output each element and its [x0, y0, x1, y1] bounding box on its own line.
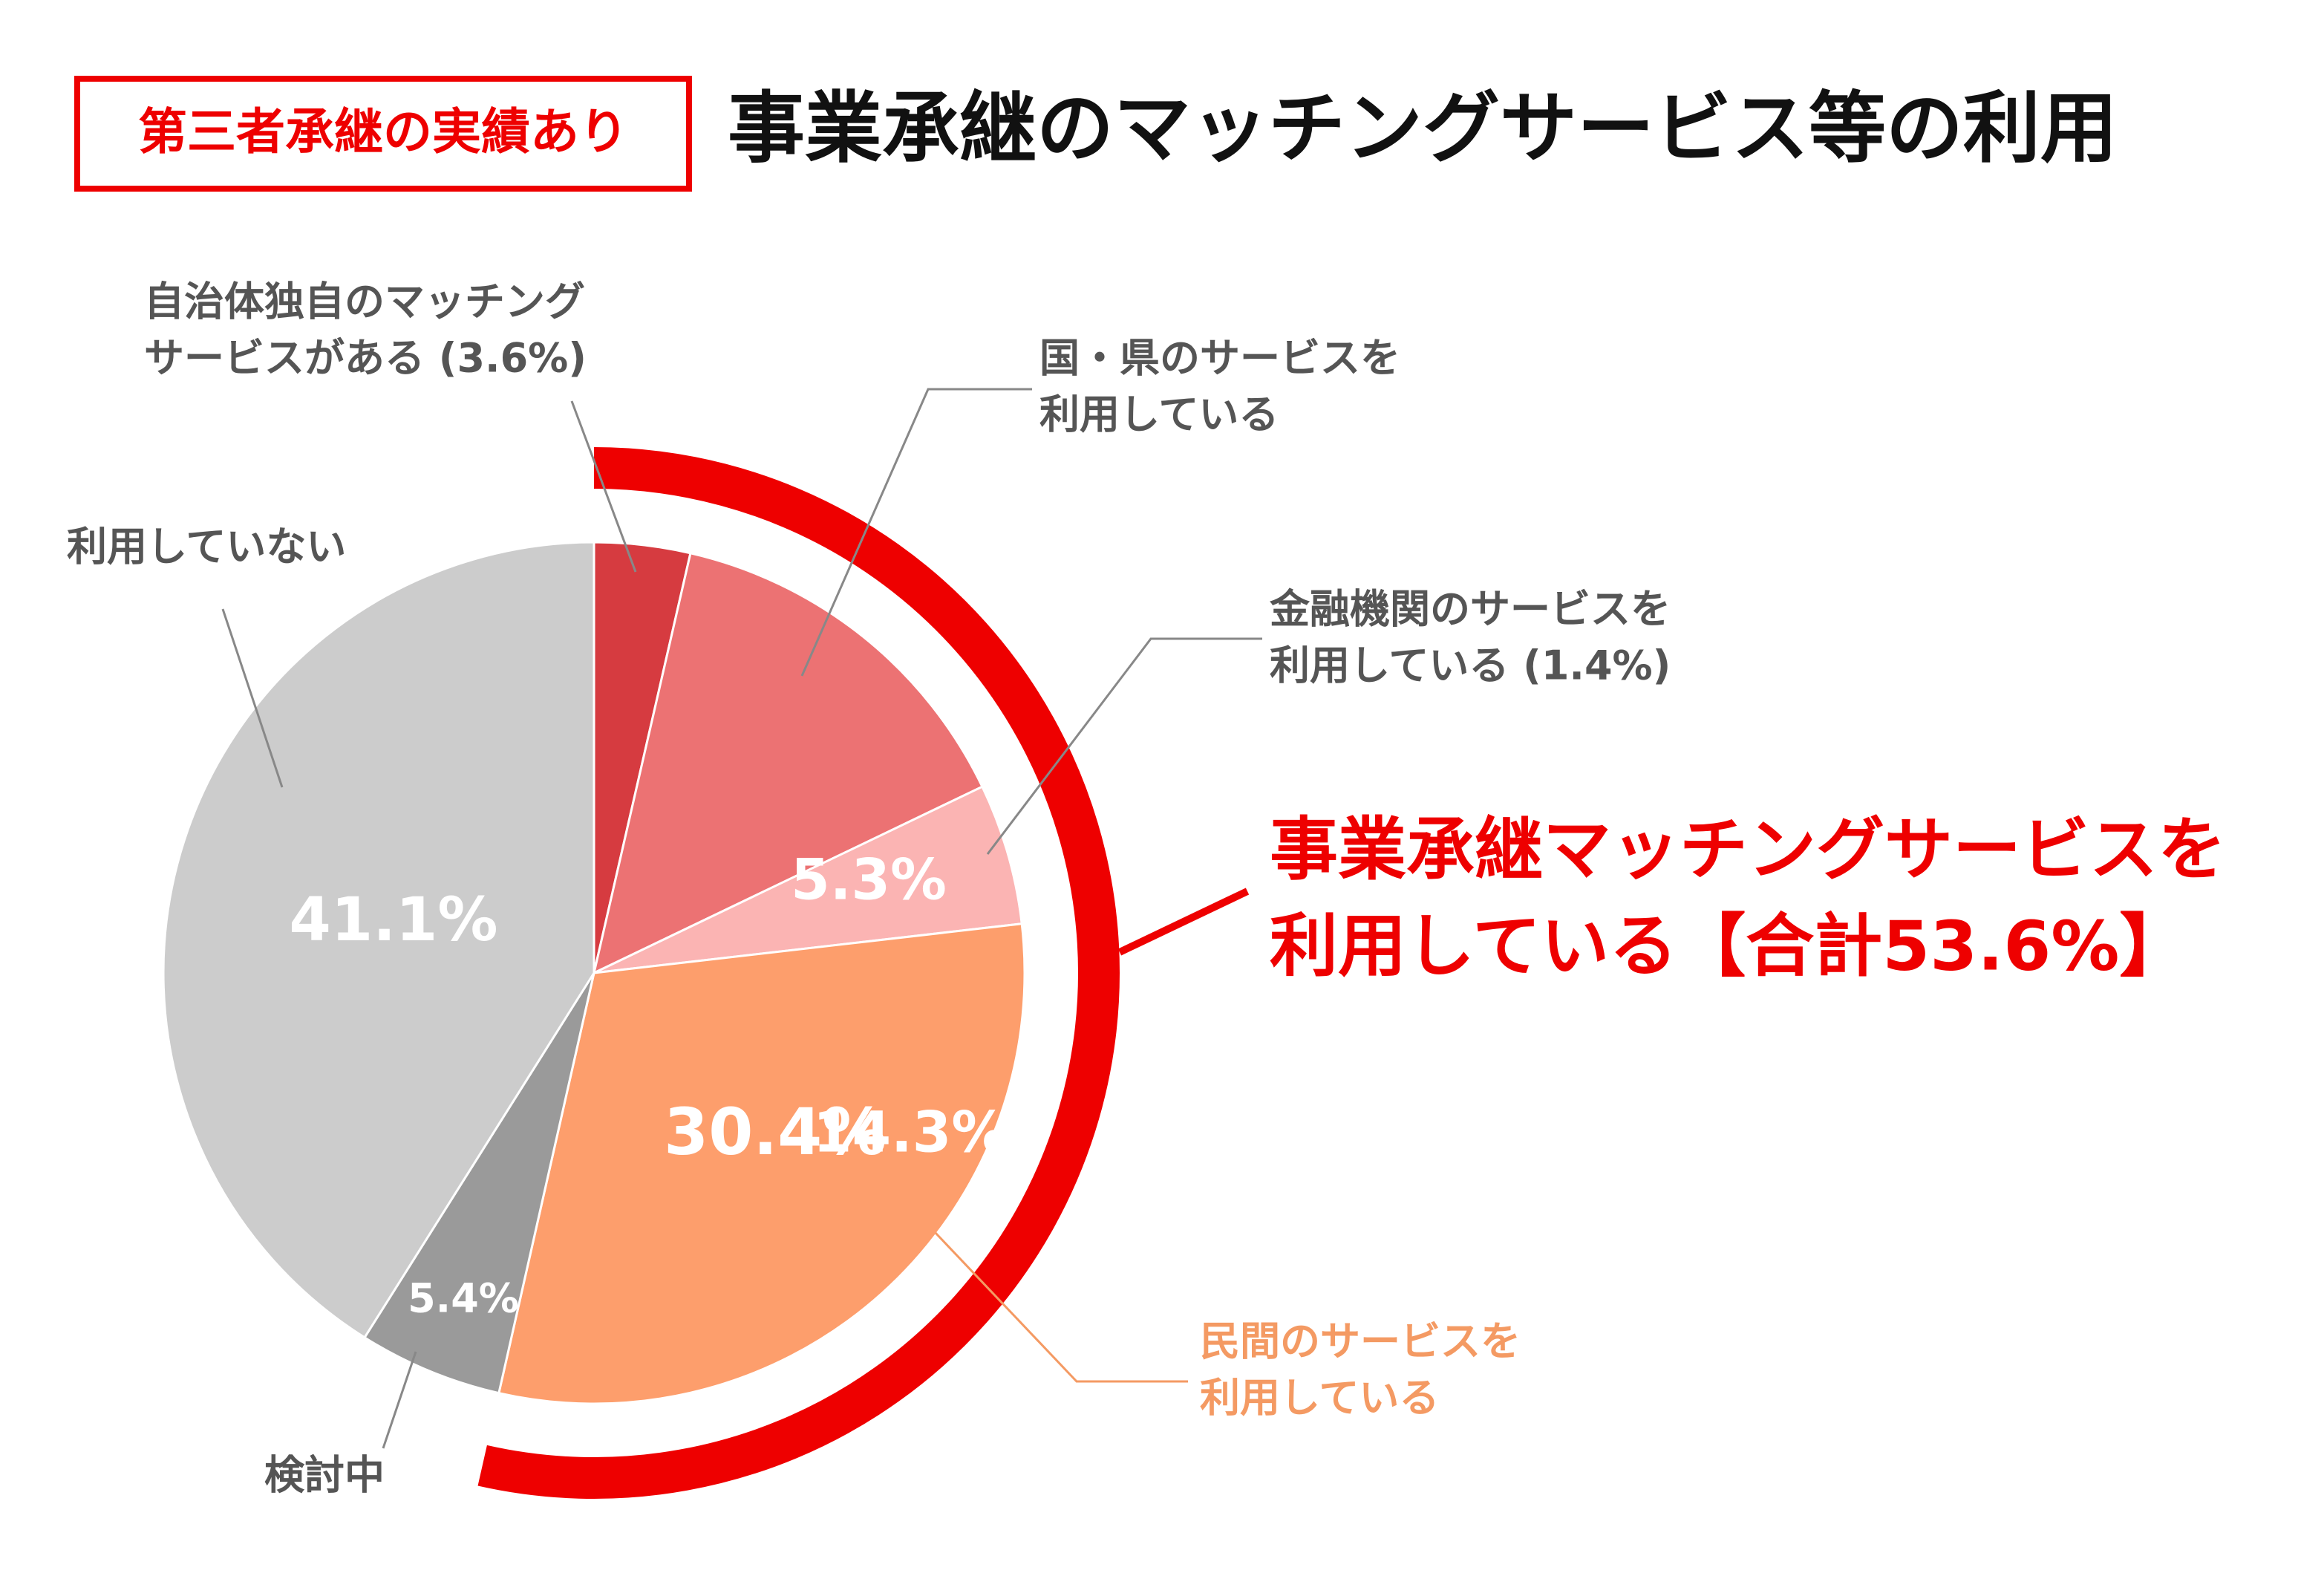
- category-label: サービスがある (3.6%): [144, 335, 587, 382]
- highlight-arc: [477, 447, 1120, 1499]
- value-label: 5.4%: [408, 1275, 519, 1322]
- category-label: 金融機関のサービスを: [1269, 586, 1671, 633]
- leader-line: [986, 637, 1262, 855]
- leader-line: [221, 608, 284, 788]
- pie-slice: [592, 551, 984, 975]
- leader-line: [570, 400, 637, 573]
- pie-slice: [497, 922, 1026, 1405]
- value-label: 5.3%: [791, 847, 947, 913]
- pie-slice: [362, 972, 595, 1395]
- pie-slice: [593, 785, 1023, 974]
- category-label: 利用している: [1200, 1375, 1439, 1422]
- leader-line: [800, 388, 1032, 677]
- highlight-connector: [1117, 888, 1250, 956]
- category-label: 国・県のサービスを: [1039, 335, 1400, 382]
- annotation: 利用している【合計53.6%】: [1270, 906, 2187, 986]
- pie: [162, 541, 1026, 1405]
- chart-title: 事業承継のマッチングサービス等の利用: [728, 82, 2118, 173]
- annotation: 事業承継マッチングサービスを: [1270, 810, 2226, 889]
- leader-line: [934, 1231, 1188, 1383]
- category-label: 利用している (1.4%): [1270, 642, 1671, 689]
- category-label: 自治体独自のマッチング: [144, 279, 585, 325]
- category-label: 検討中: [264, 1452, 385, 1499]
- tag: 第三者承継の実績あり: [138, 103, 628, 160]
- category-label: 民間のサービスを: [1200, 1318, 1521, 1365]
- tag-box: [74, 76, 692, 192]
- category-label: 利用していない: [67, 524, 346, 570]
- value-label: 41.1%: [289, 885, 497, 955]
- category-label: 利用している: [1039, 391, 1279, 438]
- leader-line: [382, 1351, 417, 1449]
- value-label: 14.3%: [813, 1100, 1008, 1165]
- pie-slice: [162, 541, 595, 1339]
- value-label: 30.4%: [664, 1095, 887, 1170]
